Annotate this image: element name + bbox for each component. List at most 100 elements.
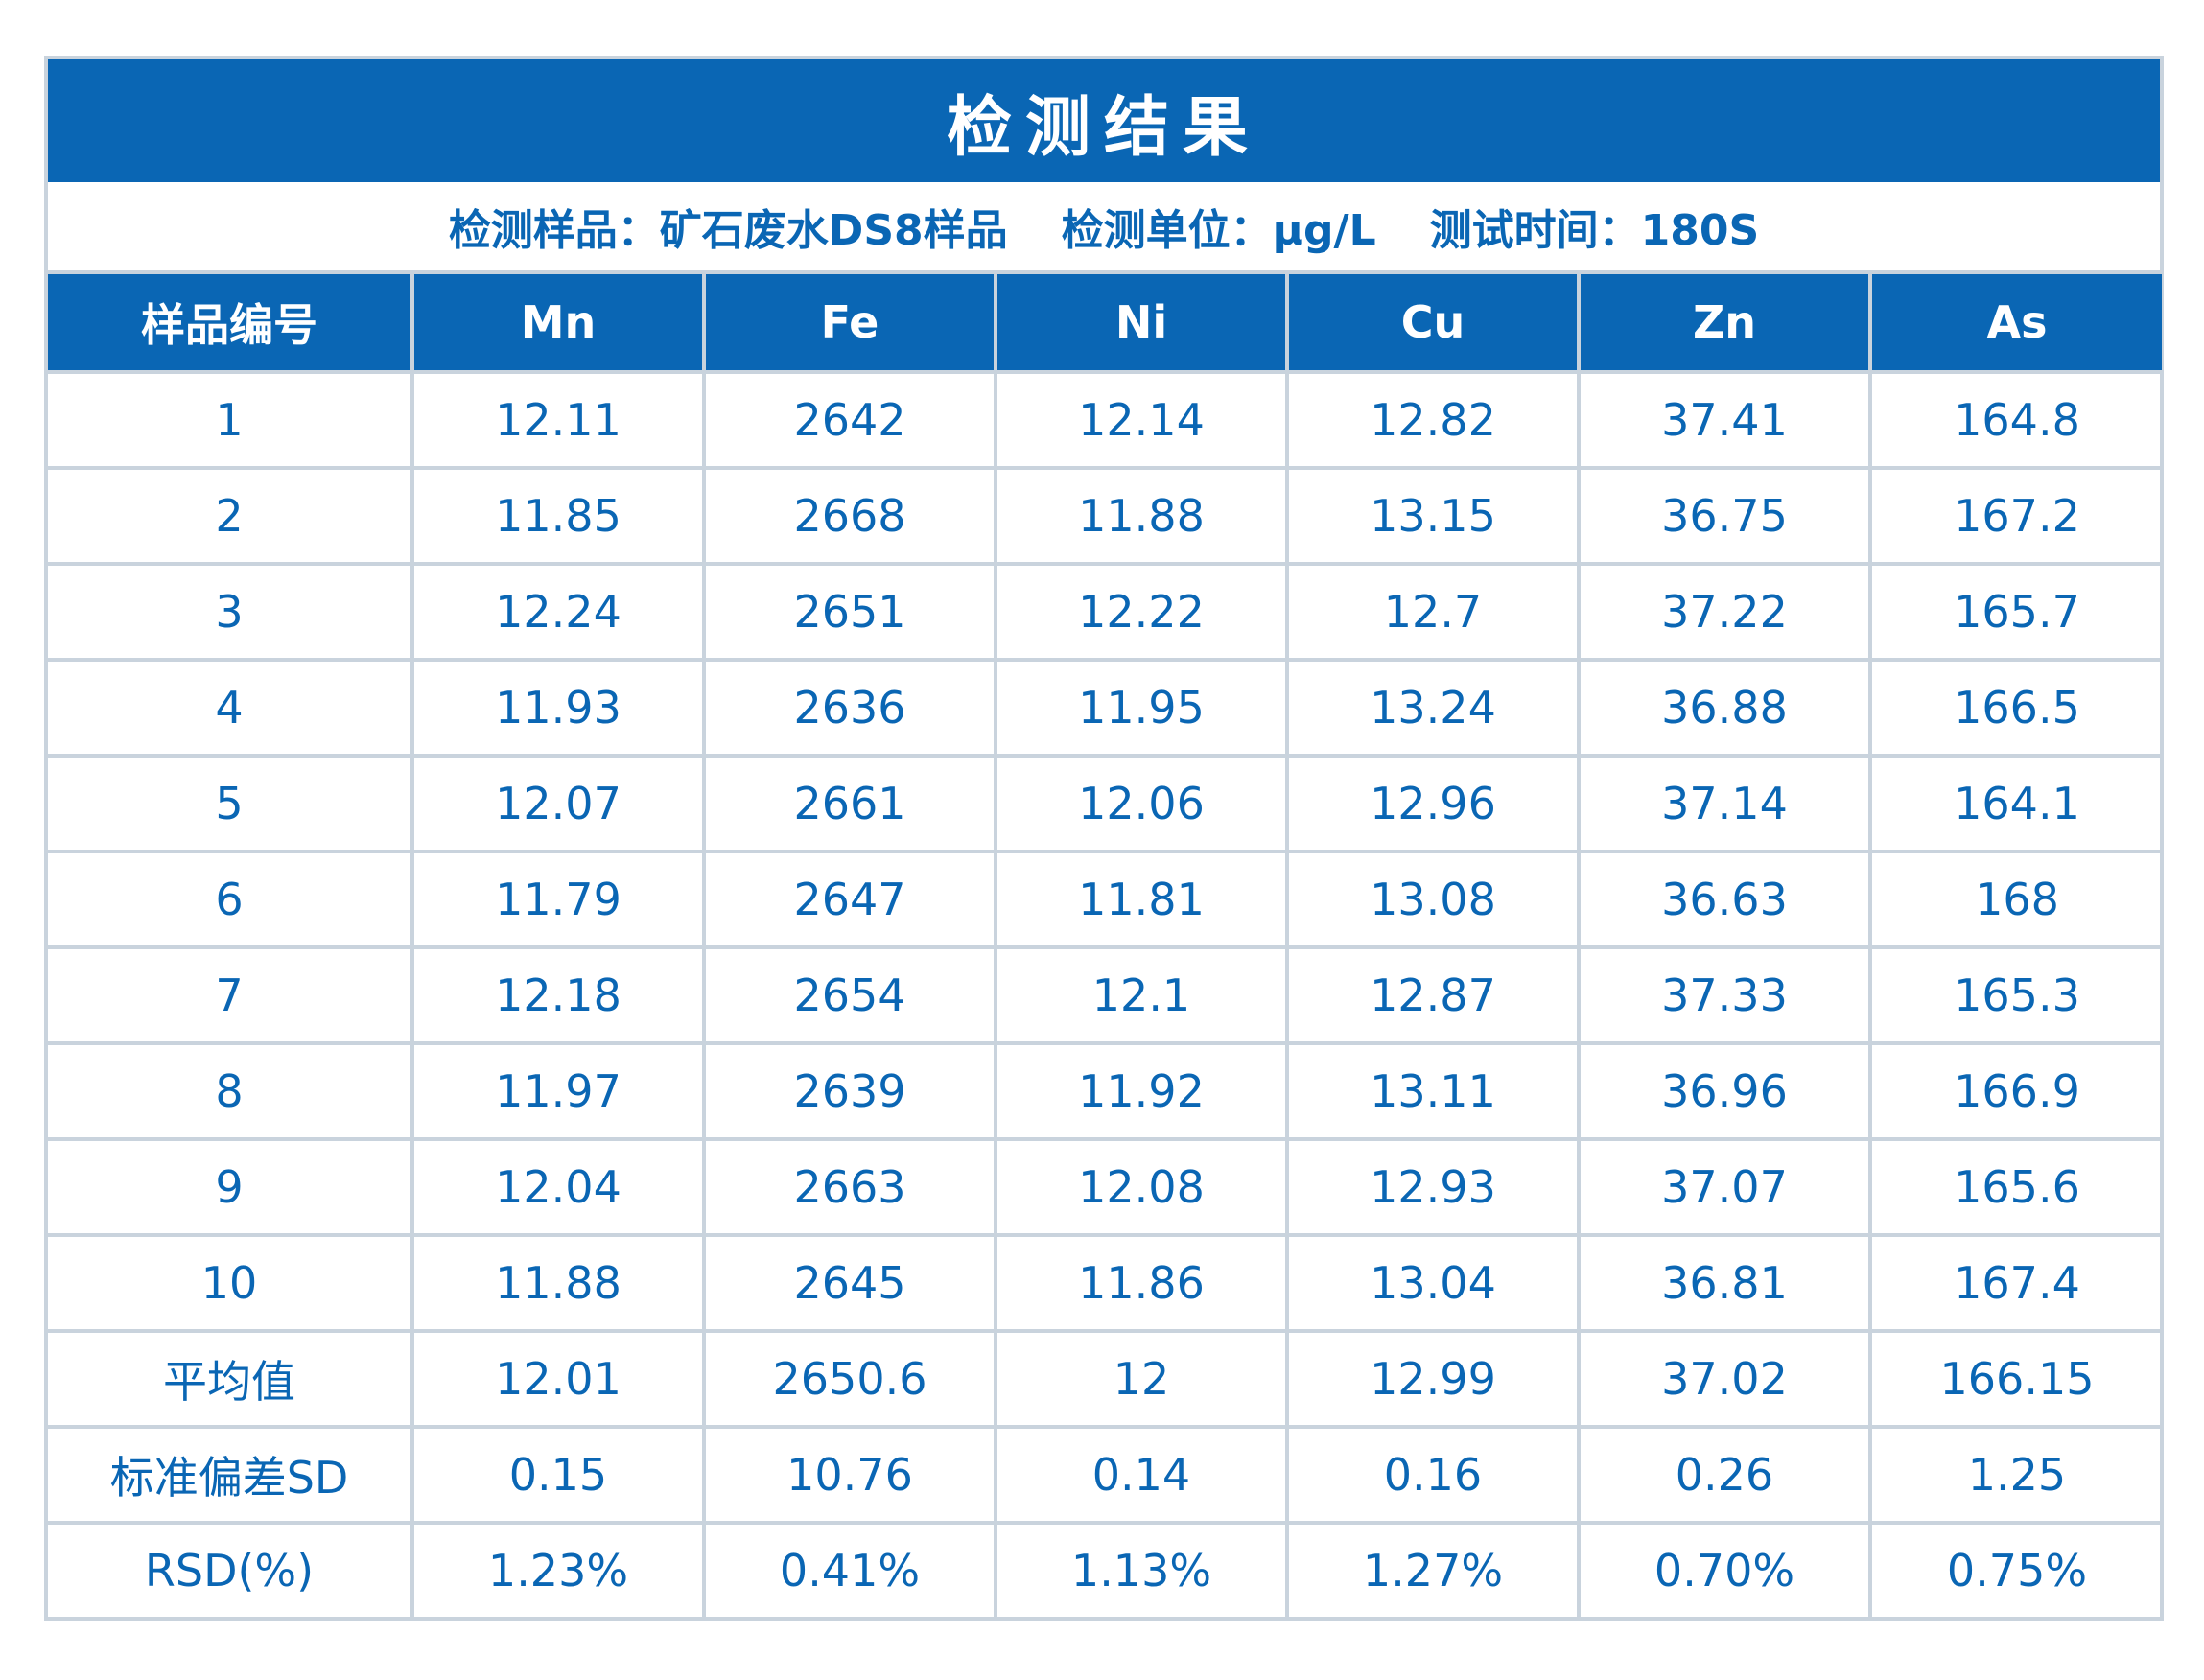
column-header-ni: Ni <box>996 274 1289 374</box>
value-cell: 37.33 <box>1579 947 1872 1045</box>
results-table-frame: 检测结果 检测样品：矿石废水DS8样品 检测单位：μg/L 测试时间：180S … <box>44 56 2164 1621</box>
value-cell: 11.81 <box>996 852 1289 949</box>
info-line: 检测样品：矿石废水DS8样品 检测单位：μg/L 测试时间：180S <box>48 182 2160 274</box>
value-cell: 2645 <box>704 1235 997 1333</box>
table-row: 平均值 12.01 2650.6 12 12.99 37.02 166.15 <box>48 1331 2162 1429</box>
value-cell: 37.14 <box>1579 756 1872 853</box>
row-label-cell: 6 <box>48 852 414 949</box>
value-cell: 2639 <box>704 1043 997 1141</box>
column-header-fe: Fe <box>704 274 997 374</box>
value-cell: 11.86 <box>996 1235 1289 1333</box>
table-row: 2 11.85 2668 11.88 13.15 36.75 167.2 <box>48 468 2162 566</box>
value-cell: 11.95 <box>996 660 1289 758</box>
value-cell: 36.75 <box>1579 468 1872 566</box>
value-cell: 11.88 <box>412 1235 706 1333</box>
value-cell: 12.04 <box>412 1139 706 1237</box>
column-header-mn: Mn <box>412 274 706 374</box>
sample-info: 检测样品：矿石废水DS8样品 <box>448 206 1008 255</box>
column-header-as: As <box>1870 274 2162 374</box>
value-cell: 2654 <box>704 947 997 1045</box>
column-header-cu: Cu <box>1287 274 1581 374</box>
value-cell: 12 <box>996 1331 1289 1429</box>
value-cell: 36.88 <box>1579 660 1872 758</box>
value-cell: 1.27% <box>1287 1523 1581 1617</box>
table-row: 标准偏差SD 0.15 10.76 0.14 0.16 0.26 1.25 <box>48 1427 2162 1525</box>
value-cell: 165.6 <box>1870 1139 2162 1237</box>
table-row: 8 11.97 2639 11.92 13.11 36.96 166.9 <box>48 1043 2162 1141</box>
row-label-cell: 1 <box>48 372 414 470</box>
value-cell: 12.24 <box>412 564 706 662</box>
value-cell: 2663 <box>704 1139 997 1237</box>
table-row: 6 11.79 2647 11.81 13.08 36.63 168 <box>48 852 2162 949</box>
row-label-cell: 4 <box>48 660 414 758</box>
table-row: 3 12.24 2651 12.22 12.7 37.22 165.7 <box>48 564 2162 662</box>
value-cell: 165.3 <box>1870 947 2162 1045</box>
table-row: 9 12.04 2663 12.08 12.93 37.07 165.6 <box>48 1139 2162 1237</box>
value-cell: 1.13% <box>996 1523 1289 1617</box>
row-label-cell: 5 <box>48 756 414 853</box>
row-label-cell: 标准偏差SD <box>48 1427 414 1525</box>
value-cell: 11.79 <box>412 852 706 949</box>
value-cell: 12.01 <box>412 1331 706 1429</box>
value-cell: 2651 <box>704 564 997 662</box>
value-cell: 2636 <box>704 660 997 758</box>
value-cell: 0.70% <box>1579 1523 1872 1617</box>
unit-info: 检测单位：μg/L <box>1061 206 1376 255</box>
value-cell: 11.93 <box>412 660 706 758</box>
value-cell: 13.04 <box>1287 1235 1581 1333</box>
value-cell: 12.82 <box>1287 372 1581 470</box>
value-cell: 11.97 <box>412 1043 706 1141</box>
value-cell: 13.11 <box>1287 1043 1581 1141</box>
row-label-cell: 10 <box>48 1235 414 1333</box>
value-cell: 1.23% <box>412 1523 706 1617</box>
value-cell: 12.22 <box>996 564 1289 662</box>
column-header-sample-id: 样品编号 <box>48 274 414 374</box>
value-cell: 11.85 <box>412 468 706 566</box>
value-cell: 2647 <box>704 852 997 949</box>
value-cell: 166.15 <box>1870 1331 2162 1429</box>
value-cell: 12.06 <box>996 756 1289 853</box>
value-cell: 0.75% <box>1946 1545 2088 1597</box>
table-row: 4 11.93 2636 11.95 13.24 36.88 166.5 <box>48 660 2162 758</box>
value-cell: 2650.6 <box>704 1331 997 1429</box>
value-cell: 12.96 <box>1287 756 1581 853</box>
value-cell: 12.07 <box>412 756 706 853</box>
row-label-cell: 2 <box>48 468 414 566</box>
value-cell: 1.25 <box>1870 1427 2162 1525</box>
value-cell: 13.24 <box>1287 660 1581 758</box>
value-cell: 36.96 <box>1579 1043 1872 1141</box>
value-cell: 0.14 <box>996 1427 1289 1525</box>
value-cell: 10.76 <box>704 1427 997 1525</box>
value-cell: 0.15 <box>412 1427 706 1525</box>
row-label-cell: 9 <box>48 1139 414 1237</box>
value-cell: 166.9 <box>1870 1043 2162 1141</box>
value-cell: 37.02 <box>1579 1331 1872 1429</box>
row-label-cell: 3 <box>48 564 414 662</box>
table-row: RSD(%) 1.23% 0.41% 1.13% 1.27% 0.70% 0.75% <box>48 1523 2162 1617</box>
value-cell: 164.1 <box>1870 756 2162 853</box>
row-label-cell: RSD(%) <box>48 1523 414 1617</box>
time-info: 测试时间：180S <box>1429 206 1760 255</box>
value-cell: 168 <box>1870 852 2162 949</box>
value-cell: 164.8 <box>1870 372 2162 470</box>
value-cell: 36.63 <box>1579 852 1872 949</box>
value-cell: 12.87 <box>1287 947 1581 1045</box>
table-row: 7 12.18 2654 12.1 12.87 37.33 165.3 <box>48 947 2162 1045</box>
value-cell: 0.16 <box>1287 1427 1581 1525</box>
value-cell: 12.99 <box>1287 1331 1581 1429</box>
value-cell: 13.15 <box>1287 468 1581 566</box>
row-label-cell: 平均值 <box>48 1331 414 1429</box>
value-cell: 12.7 <box>1287 564 1581 662</box>
value-cell: 0.26 <box>1579 1427 1872 1525</box>
value-cell: 11.88 <box>996 468 1289 566</box>
value-cell: 166.5 <box>1870 660 2162 758</box>
table-row: 5 12.07 2661 12.06 12.96 37.14 164.1 <box>48 756 2162 853</box>
value-cell: 37.41 <box>1579 372 1872 470</box>
value-cell: 2661 <box>704 756 997 853</box>
value-cell: 167.4 <box>1870 1235 2162 1333</box>
value-cell: 12.93 <box>1287 1139 1581 1237</box>
value-cell: 36.81 <box>1579 1235 1872 1333</box>
row-label-cell: 7 <box>48 947 414 1045</box>
value-cell: 37.07 <box>1579 1139 1872 1237</box>
value-cell: 165.7 <box>1870 564 2162 662</box>
